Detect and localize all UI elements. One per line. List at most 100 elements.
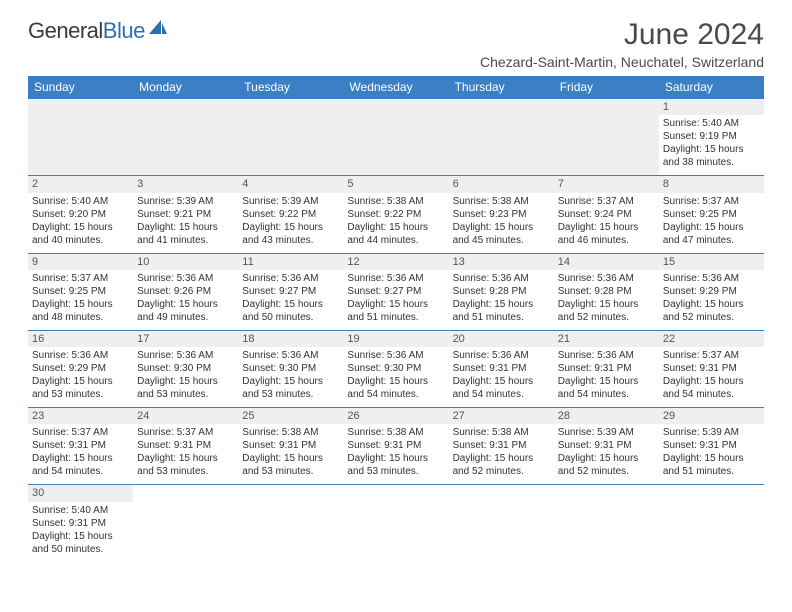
day-header: Tuesday xyxy=(238,76,343,99)
day-number: 30 xyxy=(28,485,133,501)
calendar-cell xyxy=(343,485,448,562)
sunset-text: Sunset: 9:30 PM xyxy=(347,362,444,375)
sunrise-text: Sunrise: 5:37 AM xyxy=(558,195,655,208)
sunset-text: Sunset: 9:25 PM xyxy=(32,285,129,298)
calendar-cell: 22Sunrise: 5:37 AMSunset: 9:31 PMDayligh… xyxy=(659,330,764,407)
daylight-text: Daylight: 15 hours xyxy=(242,452,339,465)
day-number: 15 xyxy=(659,254,764,270)
sunrise-text: Sunrise: 5:36 AM xyxy=(347,349,444,362)
day-number: 5 xyxy=(343,176,448,192)
day-number: 20 xyxy=(449,331,554,347)
daylight-text: and 47 minutes. xyxy=(663,234,760,247)
calendar-week-row: 16Sunrise: 5:36 AMSunset: 9:29 PMDayligh… xyxy=(28,330,764,407)
calendar-cell: 11Sunrise: 5:36 AMSunset: 9:27 PMDayligh… xyxy=(238,253,343,330)
sunset-text: Sunset: 9:25 PM xyxy=(663,208,760,221)
calendar-cell: 25Sunrise: 5:38 AMSunset: 9:31 PMDayligh… xyxy=(238,408,343,485)
sunrise-text: Sunrise: 5:36 AM xyxy=(242,349,339,362)
sunset-text: Sunset: 9:30 PM xyxy=(242,362,339,375)
calendar-page: GeneralBlue June 2024 Chezard-Saint-Mart… xyxy=(0,0,792,580)
daylight-text: Daylight: 15 hours xyxy=(663,375,760,388)
header: GeneralBlue June 2024 Chezard-Saint-Mart… xyxy=(28,18,764,70)
day-header: Friday xyxy=(554,76,659,99)
daylight-text: Daylight: 15 hours xyxy=(558,298,655,311)
sunrise-text: Sunrise: 5:38 AM xyxy=(453,426,550,439)
sunset-text: Sunset: 9:31 PM xyxy=(347,439,444,452)
day-header: Thursday xyxy=(449,76,554,99)
daylight-text: and 43 minutes. xyxy=(242,234,339,247)
sunset-text: Sunset: 9:21 PM xyxy=(137,208,234,221)
sunset-text: Sunset: 9:31 PM xyxy=(663,362,760,375)
daylight-text: Daylight: 15 hours xyxy=(347,375,444,388)
day-number: 25 xyxy=(238,408,343,424)
sunset-text: Sunset: 9:31 PM xyxy=(558,439,655,452)
calendar-cell: 3Sunrise: 5:39 AMSunset: 9:21 PMDaylight… xyxy=(133,176,238,253)
calendar-cell xyxy=(659,485,764,562)
daylight-text: Daylight: 15 hours xyxy=(347,452,444,465)
calendar-cell xyxy=(238,99,343,176)
day-number: 24 xyxy=(133,408,238,424)
calendar-week-row: 9Sunrise: 5:37 AMSunset: 9:25 PMDaylight… xyxy=(28,253,764,330)
daylight-text: Daylight: 15 hours xyxy=(137,452,234,465)
daylight-text: and 52 minutes. xyxy=(663,311,760,324)
calendar-week-row: 23Sunrise: 5:37 AMSunset: 9:31 PMDayligh… xyxy=(28,408,764,485)
calendar-cell: 19Sunrise: 5:36 AMSunset: 9:30 PMDayligh… xyxy=(343,330,448,407)
logo: GeneralBlue xyxy=(28,18,169,44)
daylight-text: and 40 minutes. xyxy=(32,234,129,247)
daylight-text: and 54 minutes. xyxy=(453,388,550,401)
daylight-text: Daylight: 15 hours xyxy=(137,221,234,234)
sunset-text: Sunset: 9:29 PM xyxy=(32,362,129,375)
daylight-text: Daylight: 15 hours xyxy=(242,375,339,388)
daylight-text: Daylight: 15 hours xyxy=(32,221,129,234)
calendar-cell: 12Sunrise: 5:36 AMSunset: 9:27 PMDayligh… xyxy=(343,253,448,330)
calendar-cell: 5Sunrise: 5:38 AMSunset: 9:22 PMDaylight… xyxy=(343,176,448,253)
sunset-text: Sunset: 9:22 PM xyxy=(242,208,339,221)
calendar-cell xyxy=(554,99,659,176)
sunset-text: Sunset: 9:24 PM xyxy=(558,208,655,221)
day-number: 18 xyxy=(238,331,343,347)
calendar-cell: 28Sunrise: 5:39 AMSunset: 9:31 PMDayligh… xyxy=(554,408,659,485)
daylight-text: and 50 minutes. xyxy=(32,543,129,556)
daylight-text: and 50 minutes. xyxy=(242,311,339,324)
daylight-text: and 51 minutes. xyxy=(347,311,444,324)
sunset-text: Sunset: 9:20 PM xyxy=(32,208,129,221)
day-header: Sunday xyxy=(28,76,133,99)
calendar-week-row: 1Sunrise: 5:40 AMSunset: 9:19 PMDaylight… xyxy=(28,99,764,176)
sunset-text: Sunset: 9:31 PM xyxy=(32,517,129,530)
day-number: 9 xyxy=(28,254,133,270)
calendar-cell: 20Sunrise: 5:36 AMSunset: 9:31 PMDayligh… xyxy=(449,330,554,407)
daylight-text: Daylight: 15 hours xyxy=(347,298,444,311)
daylight-text: and 53 minutes. xyxy=(242,465,339,478)
sunset-text: Sunset: 9:19 PM xyxy=(663,130,760,143)
daylight-text: and 51 minutes. xyxy=(663,465,760,478)
calendar-cell: 7Sunrise: 5:37 AMSunset: 9:24 PMDaylight… xyxy=(554,176,659,253)
sunset-text: Sunset: 9:31 PM xyxy=(453,439,550,452)
day-number: 12 xyxy=(343,254,448,270)
daylight-text: Daylight: 15 hours xyxy=(558,221,655,234)
daylight-text: Daylight: 15 hours xyxy=(242,221,339,234)
sunset-text: Sunset: 9:29 PM xyxy=(663,285,760,298)
sunset-text: Sunset: 9:31 PM xyxy=(453,362,550,375)
day-number: 6 xyxy=(449,176,554,192)
sunrise-text: Sunrise: 5:39 AM xyxy=(558,426,655,439)
day-number: 1 xyxy=(659,99,764,115)
daylight-text: and 54 minutes. xyxy=(347,388,444,401)
calendar-cell: 1Sunrise: 5:40 AMSunset: 9:19 PMDaylight… xyxy=(659,99,764,176)
day-header: Saturday xyxy=(659,76,764,99)
daylight-text: Daylight: 15 hours xyxy=(663,298,760,311)
daylight-text: and 44 minutes. xyxy=(347,234,444,247)
calendar-cell: 4Sunrise: 5:39 AMSunset: 9:22 PMDaylight… xyxy=(238,176,343,253)
calendar-cell: 10Sunrise: 5:36 AMSunset: 9:26 PMDayligh… xyxy=(133,253,238,330)
month-title: June 2024 xyxy=(480,18,764,52)
sunset-text: Sunset: 9:26 PM xyxy=(137,285,234,298)
daylight-text: Daylight: 15 hours xyxy=(32,375,129,388)
sunrise-text: Sunrise: 5:40 AM xyxy=(32,195,129,208)
sunset-text: Sunset: 9:31 PM xyxy=(242,439,339,452)
sunrise-text: Sunrise: 5:36 AM xyxy=(242,272,339,285)
daylight-text: and 41 minutes. xyxy=(137,234,234,247)
daylight-text: Daylight: 15 hours xyxy=(137,298,234,311)
sunset-text: Sunset: 9:31 PM xyxy=(558,362,655,375)
sunset-text: Sunset: 9:27 PM xyxy=(347,285,444,298)
calendar-week-row: 2Sunrise: 5:40 AMSunset: 9:20 PMDaylight… xyxy=(28,176,764,253)
calendar-cell: 6Sunrise: 5:38 AMSunset: 9:23 PMDaylight… xyxy=(449,176,554,253)
day-number: 2 xyxy=(28,176,133,192)
